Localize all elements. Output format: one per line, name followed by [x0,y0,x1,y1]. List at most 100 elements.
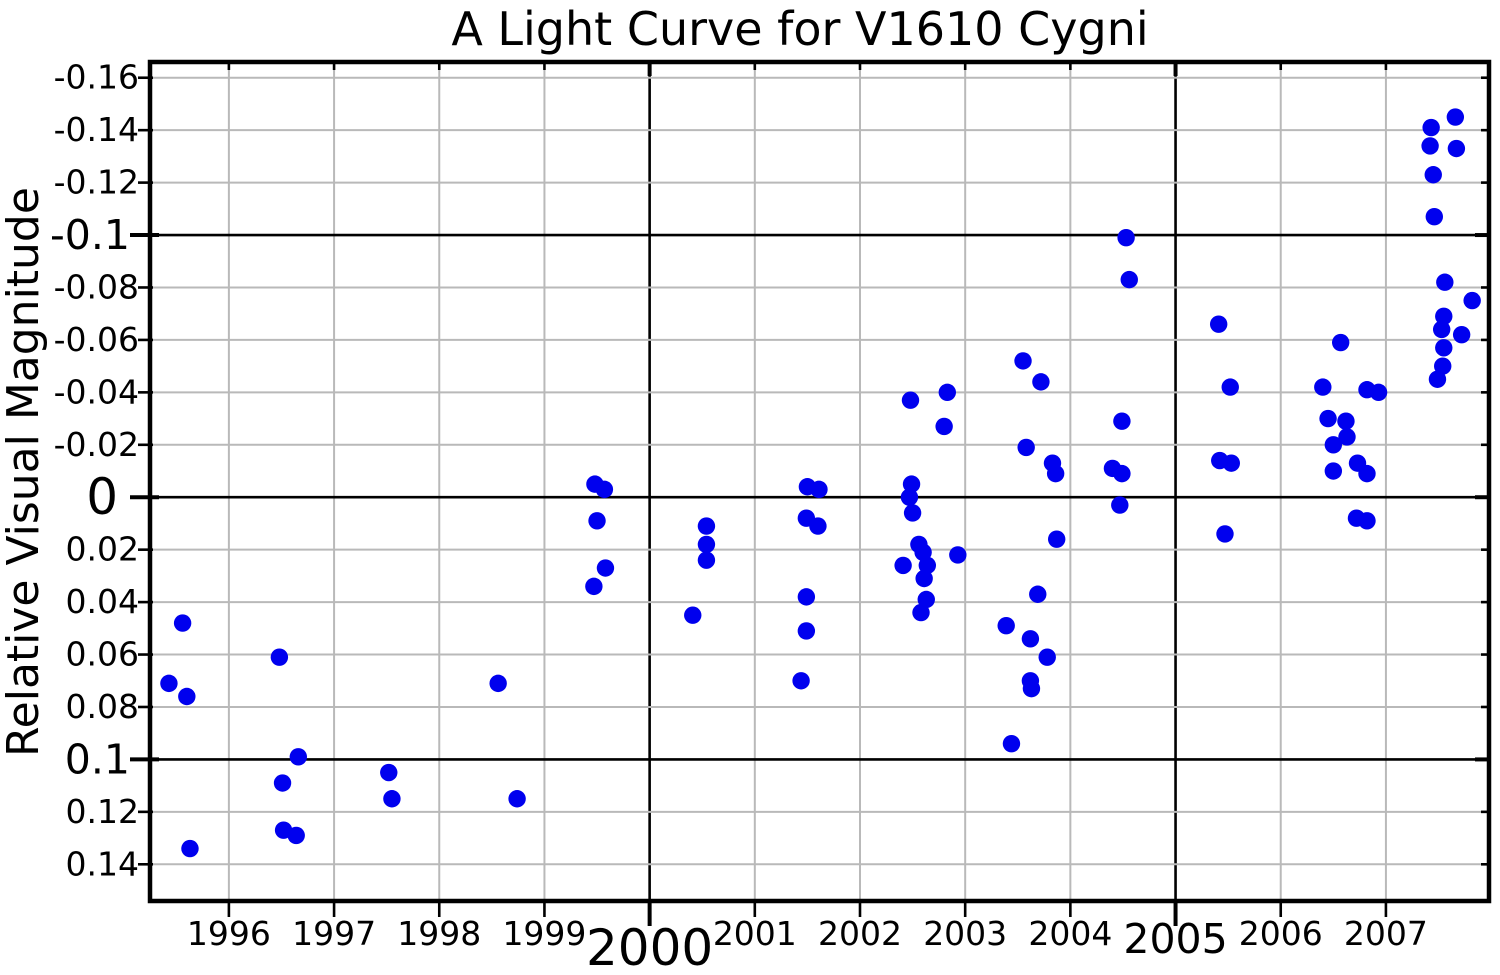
y-tick-label: 0.08 [66,687,139,726]
data-point [697,551,716,569]
x-tick-label: 2001 [713,914,797,953]
y-tick-label: -0.08 [54,267,139,306]
data-point [1436,273,1454,291]
data-point [1038,648,1056,666]
data-point [697,517,716,535]
data-point [997,617,1015,635]
data-point [1022,679,1041,698]
data-point [1319,409,1337,428]
data-point [1046,464,1065,483]
data-point [901,391,920,409]
data-point [1446,108,1465,126]
data-point [914,543,932,561]
data-point [1463,291,1481,310]
x-tick-label: 1999 [502,914,586,953]
y-tick-label: -0.02 [54,425,139,464]
data-point [585,577,603,596]
data-point [1337,412,1355,430]
data-point [1221,378,1239,396]
x-tick-label: 2000 [586,919,713,975]
data-point [1120,270,1138,289]
data-point [181,839,199,858]
y-tick-label: -0.1 [50,211,130,259]
data-point [1424,166,1442,184]
data-point [697,535,716,554]
data-point [1338,428,1356,446]
data-point [595,480,614,499]
data-point [1425,207,1444,226]
data-point [173,614,192,632]
y-tick-label: -0.14 [54,110,139,149]
x-tick-label: 2006 [1239,914,1323,953]
y-axis-label: Relative Visual Magnitude [0,187,49,757]
data-point [903,504,922,522]
data-point [912,603,930,622]
y-tick-label: 0 [86,468,118,526]
data-point [1113,412,1131,430]
data-point [1021,630,1040,648]
y-tick-label: 0.14 [66,844,139,883]
y-tick-label: 0.02 [66,530,139,569]
x-tick-label: 2004 [1028,914,1112,953]
data-point [1017,438,1035,457]
data-point [1209,315,1228,333]
data-point [1432,320,1451,339]
data-point [1434,357,1452,375]
x-tick-label: 2005 [1123,915,1227,963]
data-point [900,488,919,506]
data-point [1002,734,1021,753]
data-point [902,475,921,493]
data-point [383,790,401,808]
data-point [1324,436,1343,454]
data-point [1331,333,1350,352]
data-point [1222,454,1240,472]
data-point [917,590,935,609]
data-point [949,546,967,564]
x-tick-label: 2007 [1344,914,1428,953]
data-point [915,569,933,588]
data-point [1047,530,1066,548]
data-point [489,674,507,693]
data-point [1314,378,1332,396]
data-point [270,648,289,666]
y-tick-label: -0.16 [54,58,139,97]
data-point [918,556,937,575]
data-point [1452,325,1471,344]
data-point [792,672,810,690]
plot-frame [147,59,1492,904]
data-point [810,480,828,499]
data-point [1029,585,1047,603]
data-point [1216,525,1234,543]
data-point [1447,139,1466,158]
data-point [1428,370,1447,388]
data-point [1111,496,1129,514]
data-point [1422,118,1440,137]
data-point [797,588,816,606]
x-tick-label: 1996 [187,914,271,953]
data-point [809,517,827,535]
data-point [1358,512,1376,530]
axis-layer [130,59,1492,926]
data-point [1113,464,1131,483]
data-point [273,774,292,792]
data-point [1358,464,1376,483]
x-tick-label: 1998 [397,914,481,953]
data-point [797,622,816,640]
data-point [1435,339,1453,357]
data-point [588,512,606,530]
y-tick-label: 0.12 [66,792,139,831]
grid-layer [150,62,1489,901]
data-point [1421,137,1439,155]
x-tick-label: 2003 [923,914,1007,953]
data-point [289,748,308,766]
x-tick-label: 2002 [818,914,902,953]
y-tick-label: -0.12 [54,163,139,202]
y-tick-label: -0.04 [54,372,139,411]
data-point [1369,383,1388,402]
data-point [938,383,956,402]
data-point [596,559,615,577]
data-point [508,790,526,808]
data-point [935,417,953,436]
